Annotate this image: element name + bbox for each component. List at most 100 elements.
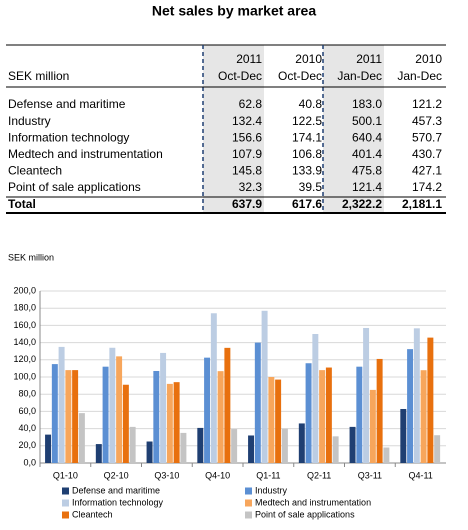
cell: 427.1 [412, 164, 442, 178]
bar [434, 435, 441, 463]
y-tick-label: 40,0 [18, 423, 36, 433]
y-tick-label: 0,0 [23, 457, 36, 467]
bar [363, 327, 370, 463]
legend-label: Point of sale applications [255, 509, 355, 519]
y-tick-label: 140,0 [13, 337, 36, 347]
total-cell: 2,181.1 [402, 197, 442, 211]
total-cell: 637.9 [232, 197, 262, 211]
x-tick-label: Q1-10 [53, 470, 78, 480]
y-tick-label: 20,0 [18, 440, 36, 450]
cell: 39.5 [299, 180, 323, 194]
bar [400, 408, 407, 463]
bar [51, 364, 58, 463]
bar [166, 383, 173, 463]
cell: 145.8 [232, 164, 262, 178]
cell: 132.4 [232, 114, 262, 128]
bar [332, 436, 339, 463]
bar [427, 337, 434, 463]
row-label: Industry [8, 114, 51, 128]
title: Net sales by market area [152, 3, 316, 19]
cell: 570.7 [412, 130, 442, 144]
bar [95, 444, 102, 463]
bar [369, 389, 376, 463]
cell: 401.4 [352, 147, 382, 161]
legend-swatch [62, 487, 69, 495]
bar [261, 310, 268, 463]
bar [116, 356, 123, 463]
cell: 122.5 [292, 114, 322, 128]
cell: 133.9 [292, 164, 322, 178]
bar [173, 382, 180, 463]
legend-swatch [62, 511, 69, 519]
cell: 500.1 [352, 114, 382, 128]
bar [268, 377, 275, 463]
column-year: 2010 [415, 52, 442, 66]
bar [109, 347, 116, 463]
y-tick-label: 120,0 [13, 354, 36, 364]
bar [275, 379, 282, 463]
cell: 106.8 [292, 147, 322, 161]
bar [180, 432, 187, 463]
x-tick-label: Q2-11 [307, 470, 331, 480]
bar [129, 426, 136, 463]
cell: 475.8 [352, 164, 382, 178]
bar [298, 423, 305, 463]
bar [319, 370, 326, 463]
cell: 107.9 [232, 147, 262, 161]
bar [407, 349, 414, 463]
legend-label: Cleantech [72, 509, 113, 519]
bar [160, 352, 167, 463]
column-period: Jan-Dec [397, 69, 442, 83]
legend-swatch [245, 487, 252, 495]
legend-label: Medtech and instrumentation [255, 497, 371, 507]
cell: 457.3 [412, 114, 442, 128]
x-tick-label: Q1-11 [256, 470, 280, 480]
y-tick-label: 160,0 [13, 320, 36, 330]
cell: 640.4 [352, 130, 382, 144]
bar [78, 413, 85, 463]
bar [305, 363, 312, 463]
column-year: 2010 [295, 52, 322, 66]
legend-swatch [245, 511, 252, 519]
column-shade [323, 45, 384, 213]
row-label: Cleantech [8, 164, 62, 178]
y-tick-label: 100,0 [13, 371, 36, 381]
legend-swatch [245, 499, 252, 507]
bar [153, 370, 160, 463]
bar [312, 334, 319, 463]
bar [224, 347, 231, 463]
row-label: Medtech and instrumentation [8, 147, 163, 161]
row-label: Defense and maritime [8, 97, 126, 111]
cell: 121.4 [352, 180, 382, 194]
column-period: Oct-Dec [218, 69, 262, 83]
legend-label: Information technology [72, 497, 164, 507]
cell: 40.8 [299, 97, 323, 111]
bar [146, 441, 153, 463]
y-tick-label: 80,0 [18, 389, 36, 399]
bar [231, 429, 238, 463]
cell: 430.7 [412, 147, 442, 161]
column-year: 2011 [356, 52, 382, 66]
legend-swatch [62, 499, 69, 507]
legend-label: Defense and maritime [72, 485, 160, 495]
x-tick-label: Q4-11 [408, 470, 432, 480]
unit-label: SEK million [8, 69, 69, 83]
bar [356, 366, 363, 463]
bar [210, 313, 217, 463]
row-label: Information technology [8, 130, 129, 144]
x-tick-label: Q3-10 [154, 470, 179, 480]
column-shade [203, 45, 264, 213]
bar [45, 434, 52, 463]
bar [248, 435, 255, 463]
bar [197, 427, 204, 463]
x-tick-label: Q4-10 [205, 470, 230, 480]
bar [383, 447, 390, 463]
legend-label: Industry [255, 485, 288, 495]
bar [65, 370, 72, 463]
bar [122, 384, 129, 463]
cell: 121.2 [412, 97, 442, 111]
cell: 62.8 [239, 97, 263, 111]
row-label: Point of sale applications [8, 180, 141, 194]
column-period: Oct-Dec [278, 69, 322, 83]
